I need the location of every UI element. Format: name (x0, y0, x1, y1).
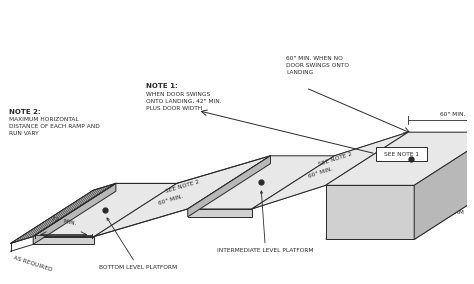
Polygon shape (188, 156, 271, 217)
Polygon shape (252, 132, 408, 209)
Text: SEE NOTE 2: SEE NOTE 2 (318, 151, 353, 166)
Text: BOTTOM LEVEL PLATFORM: BOTTOM LEVEL PLATFORM (99, 218, 177, 270)
Text: AS REQUIRED: AS REQUIRED (12, 254, 53, 272)
Polygon shape (188, 209, 252, 217)
Polygon shape (326, 132, 474, 185)
Polygon shape (33, 183, 177, 237)
FancyBboxPatch shape (376, 147, 427, 161)
Text: 60" MIN.: 60" MIN. (158, 194, 183, 206)
Polygon shape (94, 156, 271, 237)
Polygon shape (10, 183, 116, 243)
Text: 60" MIN.: 60" MIN. (440, 112, 465, 117)
Text: 60" MIN. WHEN NO
DOOR SWINGS ONTO
LANDING: 60" MIN. WHEN NO DOOR SWINGS ONTO LANDIN… (286, 56, 349, 75)
Polygon shape (414, 132, 474, 239)
Text: WHEN DOOR SWINGS
ONTO LANDING, 42" MIN.
PLUS DOOR WIDTH: WHEN DOOR SWINGS ONTO LANDING, 42" MIN. … (146, 92, 222, 111)
Text: 60" MIN.: 60" MIN. (307, 166, 333, 179)
Polygon shape (33, 183, 116, 245)
Text: NOTE 1:: NOTE 1: (146, 83, 178, 89)
Polygon shape (188, 156, 335, 209)
Polygon shape (33, 237, 94, 245)
Text: 72" MIN.: 72" MIN. (51, 216, 77, 227)
Text: MAXIMUM HORIZONTAL
DISTANCE OF EACH RAMP AND
RUN VARY: MAXIMUM HORIZONTAL DISTANCE OF EACH RAMP… (9, 117, 100, 136)
Polygon shape (326, 185, 414, 239)
Text: NOTE 2:: NOTE 2: (9, 108, 40, 114)
Text: INTERMEDIATE LEVEL PLATFORM: INTERMEDIATE LEVEL PLATFORM (217, 191, 314, 253)
Text: SEE NOTE 1: SEE NOTE 1 (384, 152, 419, 157)
Text: SEE NOTE 2: SEE NOTE 2 (165, 179, 200, 194)
Text: TOP PLATFORM: TOP PLATFORM (419, 210, 464, 215)
